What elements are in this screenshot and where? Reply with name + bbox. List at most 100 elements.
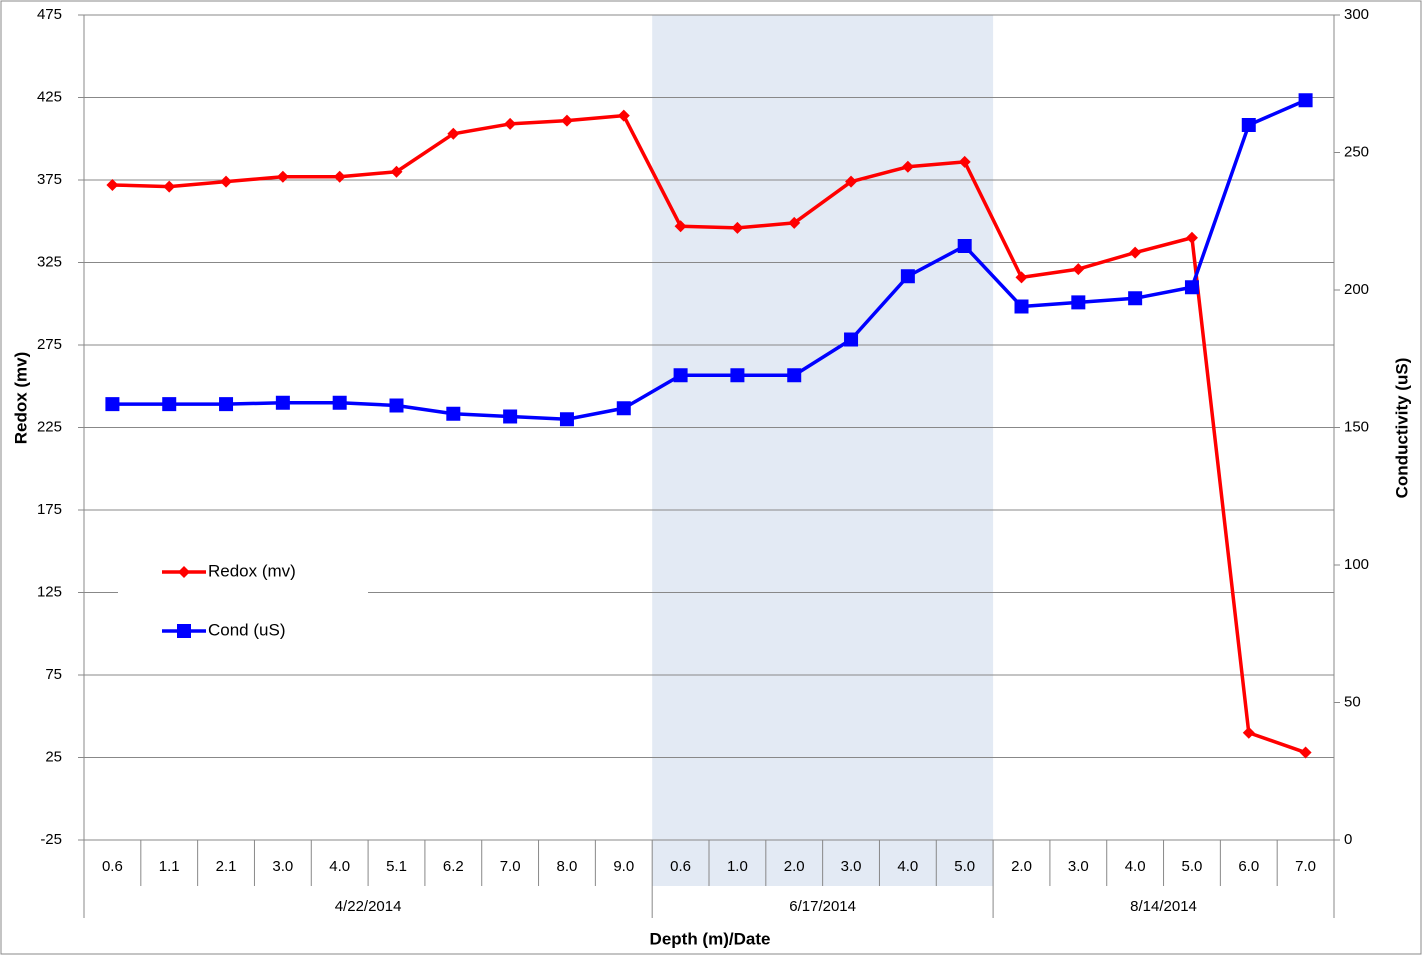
group-label: 4/22/2014 <box>335 898 402 915</box>
point <box>958 155 971 168</box>
point <box>616 401 631 416</box>
point <box>333 170 346 183</box>
point <box>447 127 460 140</box>
y-tick-label: -25 <box>40 831 62 848</box>
y2-tick-label: 0 <box>1344 831 1352 848</box>
highlight-band <box>652 15 994 886</box>
point <box>901 160 914 173</box>
point <box>731 221 744 234</box>
point <box>1071 295 1086 310</box>
x-tick-label: 4.0 <box>897 858 918 875</box>
x-tick-label: 3.0 <box>1068 858 1089 875</box>
y2-tick-label: 300 <box>1344 6 1369 23</box>
point <box>1015 271 1028 284</box>
point <box>1298 93 1313 108</box>
x-tick-label: 9.0 <box>613 858 634 875</box>
point <box>275 395 290 410</box>
x-tick-label: 5.1 <box>386 858 407 875</box>
x-tick-label: 8.0 <box>557 858 578 875</box>
x-tick-label: 3.0 <box>272 858 293 875</box>
point <box>787 368 802 383</box>
y-tick-label: 325 <box>37 253 62 270</box>
legend-marker <box>178 566 190 578</box>
point <box>106 178 119 191</box>
point <box>219 397 234 412</box>
y-tick-label: 225 <box>37 418 62 435</box>
point <box>559 412 574 427</box>
point <box>1072 263 1085 276</box>
x-tick-label: 4.0 <box>1125 858 1146 875</box>
point <box>845 175 858 188</box>
series-line <box>112 113 1307 755</box>
y2-tick-label: 50 <box>1344 693 1361 710</box>
point <box>673 368 688 383</box>
point <box>446 406 461 421</box>
y-tick-label: 425 <box>37 88 62 105</box>
y-tick-label: 375 <box>37 171 62 188</box>
point <box>617 109 630 122</box>
point <box>105 397 120 412</box>
point <box>560 114 573 127</box>
point <box>900 269 915 284</box>
x-tick-label: 6.0 <box>1238 858 1259 875</box>
point <box>730 368 745 383</box>
x-tick-label: 2.0 <box>784 858 805 875</box>
x-tick-label: 7.0 <box>1295 858 1316 875</box>
y-tick-label: 275 <box>37 336 62 353</box>
point <box>674 220 687 233</box>
point <box>276 170 289 183</box>
x-tick-label: 3.0 <box>841 858 862 875</box>
y2-tick-label: 250 <box>1344 143 1369 160</box>
x-tick-label: 7.0 <box>500 858 521 875</box>
legend-marker <box>177 624 191 638</box>
y2-tick-label: 150 <box>1344 418 1369 435</box>
x-tick-label: 0.6 <box>670 858 691 875</box>
point <box>957 239 972 253</box>
group-label: 6/17/2014 <box>789 898 856 915</box>
point <box>788 216 801 229</box>
x-tick-label: 5.0 <box>1182 858 1203 875</box>
x-tick-label: 2.0 <box>1011 858 1032 875</box>
y-tick-label: 125 <box>37 583 62 600</box>
point <box>389 398 404 413</box>
point <box>1014 299 1029 314</box>
background-layer <box>84 14 1334 886</box>
x-axis-title: Depth (m)/Date <box>650 929 771 948</box>
legend-label: Redox (mv) <box>208 561 296 580</box>
x-tick-label: 0.6 <box>102 858 123 875</box>
group-label: 8/14/2014 <box>1130 898 1197 915</box>
x-tick-label: 5.0 <box>954 858 975 875</box>
series-line <box>112 98 1307 421</box>
y-axis-title: Redox (mv) <box>11 352 30 445</box>
y-tick-label: 175 <box>37 501 62 518</box>
legend-box <box>118 548 368 660</box>
point <box>1241 118 1256 132</box>
point <box>1299 746 1312 759</box>
y-tick-label: 75 <box>45 666 62 683</box>
x-tick-label: 4.0 <box>329 858 350 875</box>
point <box>1184 280 1199 295</box>
x-tick-label: 6.2 <box>443 858 464 875</box>
point <box>162 397 177 412</box>
point <box>220 175 233 188</box>
point <box>844 332 859 347</box>
point <box>1129 246 1142 259</box>
y2-axis-title: Conductivity (uS) <box>1392 358 1411 499</box>
x-tick-label: 1.0 <box>727 858 748 875</box>
legend-label: Cond (uS) <box>208 620 285 639</box>
point <box>1128 291 1143 306</box>
point <box>503 409 518 424</box>
point <box>1185 231 1198 244</box>
point <box>1242 726 1255 739</box>
x-tick-label: 2.1 <box>216 858 237 875</box>
point <box>163 180 176 193</box>
y2-tick-label: 100 <box>1344 556 1369 573</box>
point <box>504 117 517 130</box>
y-tick-label: 475 <box>37 6 62 23</box>
y-tick-label: 25 <box>45 748 62 765</box>
point <box>332 395 347 410</box>
point <box>390 165 403 178</box>
x-tick-label: 1.1 <box>159 858 180 875</box>
